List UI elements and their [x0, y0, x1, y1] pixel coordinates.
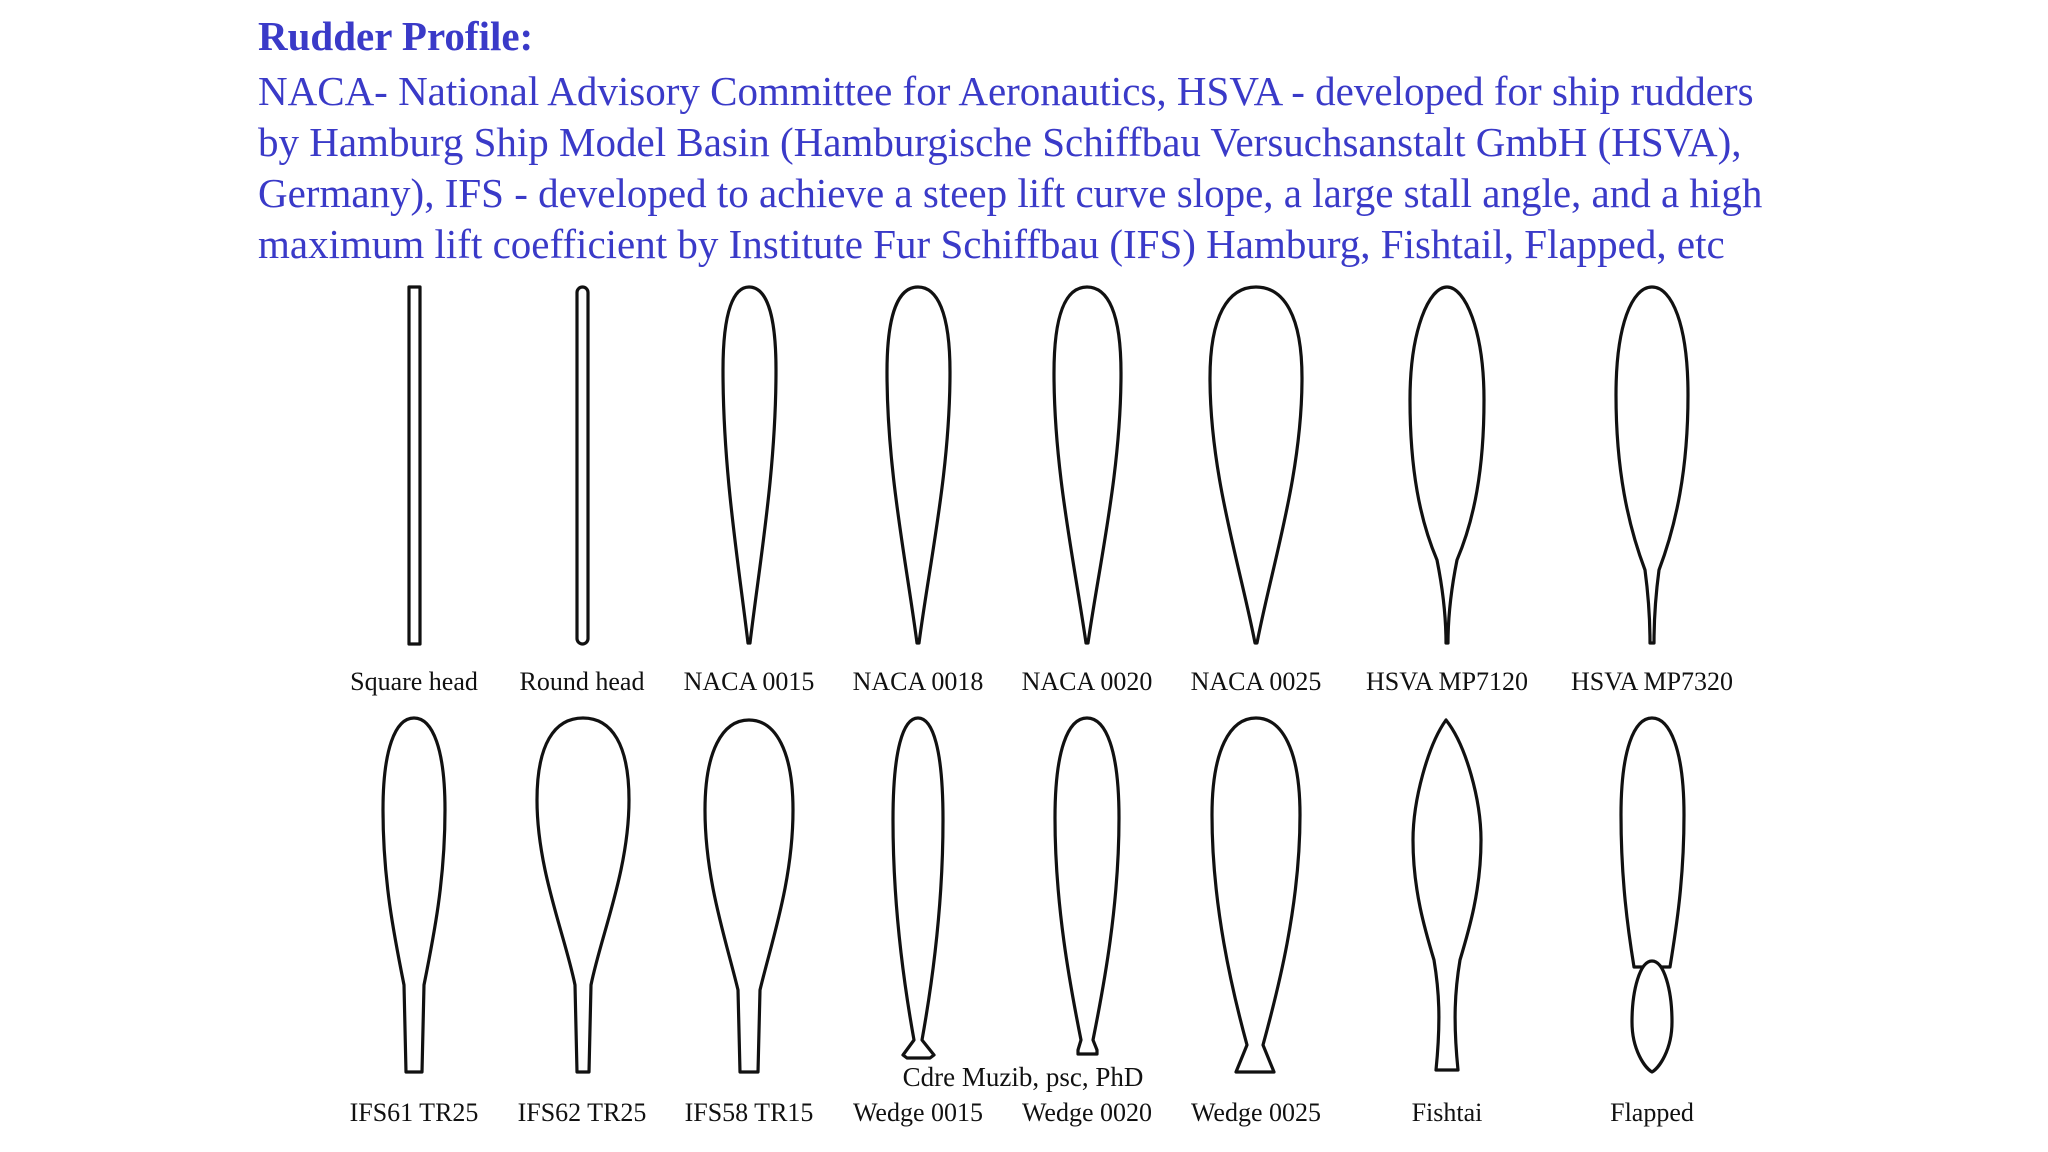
caption-ifs61-tr25: IFS61 TR25: [350, 1098, 479, 1127]
profile-square-head: [407, 285, 422, 646]
caption-round-head: Round head: [520, 667, 645, 696]
profile-hsva-mp7120: [1408, 285, 1486, 645]
author-credit: Cdre Muzib, psc, PhD: [903, 1062, 1144, 1092]
caption-naca-0018: NACA 0018: [853, 667, 984, 696]
caption-naca-0025: NACA 0025: [1191, 667, 1322, 696]
caption-ifs62-tr25: IFS62 TR25: [518, 1098, 647, 1127]
description-line-1: NACA- National Advisory Committee for Ae…: [258, 68, 1754, 114]
caption-wedge-0015: Wedge 0015: [853, 1098, 983, 1127]
caption-fishtail: Fishtai: [1412, 1098, 1483, 1127]
profile-wedge-0025: [1210, 716, 1302, 1074]
description-line-4: maximum lift coefficient by Institute Fu…: [258, 221, 1725, 267]
profile-naca-0025: [1208, 285, 1304, 645]
profile-naca-0018: [885, 285, 952, 645]
caption-square-head: Square head: [350, 667, 478, 696]
profile-wedge-0020: [1053, 716, 1121, 1056]
profile-ifs61-tr25: [381, 716, 447, 1074]
caption-wedge-0020: Wedge 0020: [1022, 1098, 1152, 1127]
description-line-3: Germany), IFS - developed to achieve a s…: [258, 170, 1763, 216]
caption-hsva-mp7120: HSVA MP7120: [1366, 667, 1528, 696]
caption-flapped: Flapped: [1610, 1098, 1694, 1127]
profile-ifs62-tr25: [535, 716, 631, 1074]
profile-wedge-0015: [891, 716, 945, 1060]
profile-fishtail: [1411, 718, 1483, 1072]
heading-block: Rudder Profile: NACA- National Advisory …: [258, 6, 2018, 270]
row2-captions: IFS61 TR25 IFS62 TR25 IFS58 TR15 Wedge 0…: [350, 1098, 1694, 1127]
profile-naca-0015: [721, 285, 778, 645]
caption-hsva-mp7320: HSVA MP7320: [1571, 667, 1733, 696]
caption-naca-0020: NACA 0020: [1022, 667, 1153, 696]
profile-ifs58-tr15: [703, 718, 795, 1074]
slide-title: Rudder Profile:: [258, 13, 534, 59]
row1-captions: Square head Round head NACA 0015 NACA 00…: [350, 667, 1733, 696]
caption-naca-0015: NACA 0015: [684, 667, 815, 696]
caption-ifs58-tr15: IFS58 TR15: [685, 1098, 814, 1127]
profile-round-head: [575, 285, 590, 646]
profile-naca-0020: [1052, 285, 1123, 645]
flapped-main-body: [1619, 716, 1686, 969]
profile-flapped: [1619, 716, 1686, 1074]
description-line-2: by Hamburg Ship Model Basin (Hamburgisch…: [258, 119, 1742, 165]
flapped-flap: [1630, 959, 1674, 1074]
profile-hsva-mp7320: [1614, 285, 1690, 645]
caption-wedge-0025: Wedge 0025: [1191, 1098, 1321, 1127]
